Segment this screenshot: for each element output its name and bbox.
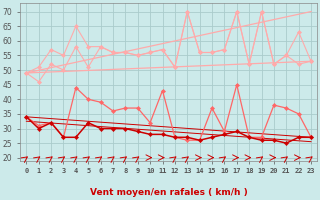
- X-axis label: Vent moyen/en rafales ( km/h ): Vent moyen/en rafales ( km/h ): [90, 188, 248, 197]
